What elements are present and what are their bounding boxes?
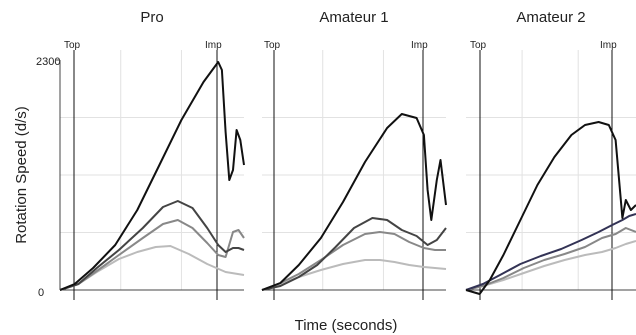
top-marker-label: Top xyxy=(470,40,487,51)
x-axis-label: Time (seconds) xyxy=(295,317,398,334)
y-axis-label: Rotation Speed (d/s) xyxy=(13,106,30,244)
series-line-3 xyxy=(261,231,446,291)
series-line-2 xyxy=(59,200,245,291)
imp-marker-label: Imp xyxy=(411,40,428,51)
top-marker-label: Top xyxy=(264,40,281,51)
top-marker-label: Top xyxy=(64,40,81,51)
panel-1: Top Imp Pro xyxy=(55,9,245,300)
imp-marker-label: Imp xyxy=(205,40,222,51)
y-tick-min: 0 xyxy=(38,287,44,299)
series-line-1 xyxy=(59,61,245,291)
panel-title: Amateur 1 xyxy=(319,9,388,26)
series-line-1 xyxy=(261,113,447,291)
series-line-2 xyxy=(261,217,447,291)
series-line-3 xyxy=(59,219,245,291)
panel-title: Amateur 2 xyxy=(516,9,585,26)
panel-2: Top Imp Amateur 1 xyxy=(261,9,447,300)
series-line-2 xyxy=(465,213,636,291)
panel-3: Top Imp Amateur 2 xyxy=(465,9,636,300)
panel-title: Pro xyxy=(140,9,163,26)
panels-group: Top Imp Pro Top Imp Amateur 1 Top Imp Amateur 2 xyxy=(55,9,636,300)
series-line-3 xyxy=(465,227,636,291)
y-tick-max: 2300 xyxy=(36,56,60,68)
series-line-1 xyxy=(465,121,636,295)
imp-marker-label: Imp xyxy=(600,40,617,51)
series-line-4 xyxy=(465,240,636,291)
